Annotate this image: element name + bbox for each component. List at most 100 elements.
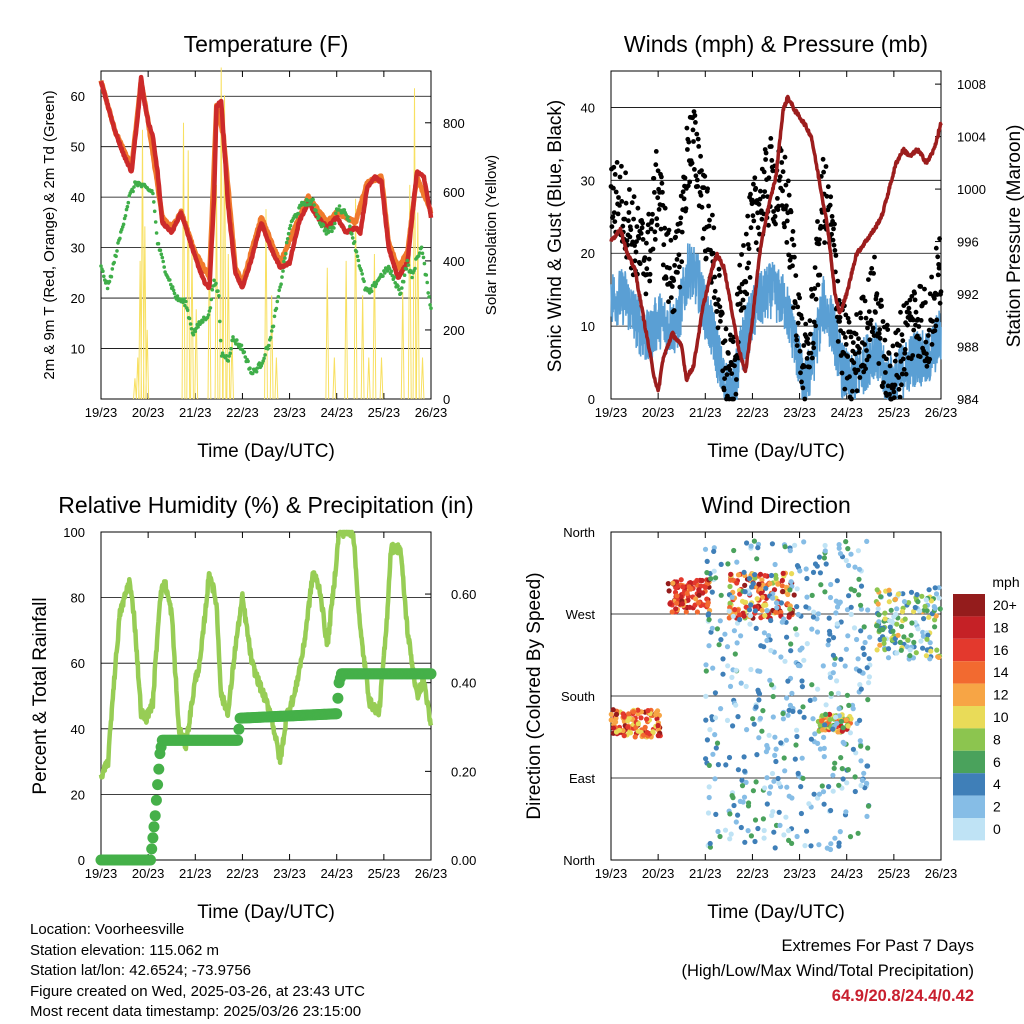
direction-point [887,624,893,630]
y-tick-label: 40 [71,722,85,737]
gust-point [918,284,924,289]
direction-point [758,587,764,593]
direction-point [742,768,748,774]
dewpoint-point [369,289,374,294]
direction-point [937,606,943,612]
gust-point [929,274,934,280]
gust-point [896,386,902,392]
direction-point [840,725,846,731]
direction-point [644,729,650,736]
direction-point [731,547,737,554]
gust-point [750,213,756,219]
gust-point [626,210,632,215]
direction-point [925,632,931,638]
direction-point [741,794,748,800]
dewpoint-point [235,338,239,342]
gust-point [804,356,810,361]
direction-point [737,612,743,618]
precip-point [147,832,159,844]
legend-label: 20+ [993,597,1017,613]
direction-point [836,706,842,712]
direction-point [734,640,740,646]
dewpoint-point [416,254,421,258]
gust-point [850,388,855,394]
direction-point [789,690,795,697]
direction-point [865,607,871,613]
direction-point [787,702,794,709]
gust-point [741,243,746,248]
x-tick-label-temperature: 21/23 [179,405,212,420]
dewpoint-point [421,255,426,260]
direction-point [882,610,888,616]
direction-point [801,714,807,720]
gust-point [898,309,903,315]
y-axis-label: Sonic Wind & Gust (Blue, Black) [545,100,566,372]
gust-point [715,325,721,331]
dewpoint-point [374,282,379,286]
gust-point [850,340,856,345]
gust-point [712,274,718,280]
direction-point [778,600,785,606]
direction-point [783,814,789,820]
gust-point [655,168,661,174]
direction-point [852,774,858,780]
direction-point [887,591,893,597]
direction-point [908,632,914,638]
gust-point [799,379,804,385]
gust-point [727,332,733,338]
dewpoint-point [359,268,364,273]
dewpoint-point [209,297,214,302]
direction-point [745,803,752,809]
dewpoint-point [400,286,404,290]
direction-point [746,576,753,582]
gust-point [762,189,768,195]
y-tick-label: 30 [71,241,85,256]
gust-point [639,225,645,231]
dewpoint-point [405,258,410,263]
dewpoint-point [383,271,387,275]
x-tick-label-winds: 22/23 [736,405,769,420]
direction-point [902,616,908,622]
direction-point [833,610,839,616]
direction-point [718,706,724,712]
direction-point [794,833,800,840]
direction-point [907,653,913,659]
direction-point [758,590,764,597]
direction-point [866,674,873,680]
gust-point [813,323,818,329]
direction-point [727,600,733,606]
gust-point [716,297,721,303]
dewpoint-point [214,281,218,286]
dewpoint-point [188,322,193,326]
gust-point [872,254,877,260]
direction-point [932,585,938,591]
direction-point [936,595,942,601]
gust-point [845,315,851,321]
precip-point [152,779,164,791]
direction-point [751,721,757,727]
direction-point [865,803,872,809]
direction-point [864,665,870,671]
x-tick-label-temperature: 25/23 [368,405,401,420]
dewpoint-point [210,287,215,292]
direction-point [680,584,686,590]
direction-point [846,593,852,599]
gust-point [830,237,836,243]
direction-point [720,671,726,677]
gust-point [662,225,668,231]
direction-point [820,789,827,795]
dewpoint-point [183,303,187,308]
gust-point [703,255,709,261]
direction-point [848,604,854,610]
direction-point [899,623,905,630]
direction-point [864,763,870,769]
gust-point [686,139,692,145]
direction-point [834,678,840,684]
direction-point [836,840,842,846]
direction-point [858,758,864,764]
direction-point [859,777,866,784]
direction-point [800,704,806,710]
direction-point [786,793,792,799]
direction-point [710,665,716,671]
y2-tick-label: 1004 [957,130,986,145]
